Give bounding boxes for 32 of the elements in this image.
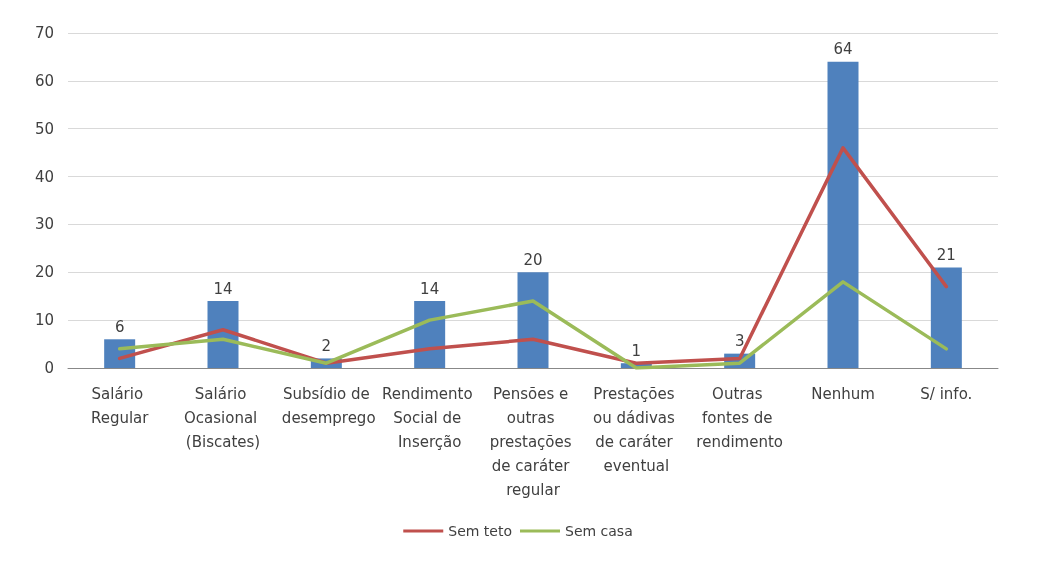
- y-tick-label: 40: [34, 167, 54, 186]
- legend-label: Sem teto: [448, 523, 513, 539]
- data-label: 3: [734, 332, 745, 351]
- y-tick-label: 20: [34, 263, 54, 282]
- data-label: 20: [523, 250, 543, 269]
- data-label: 1: [631, 341, 642, 360]
- x-tick-label: Prestações ou dádivas de caráter eventual: [593, 385, 680, 475]
- y-tick-label: 30: [34, 215, 54, 234]
- y-tick-label: 60: [34, 71, 54, 90]
- x-tick-label: Outras fontes de rendimento: [696, 385, 783, 451]
- bar: [827, 61, 859, 368]
- y-tick-label: 0: [44, 359, 54, 377]
- x-tick-label: Salário Regular: [90, 385, 150, 427]
- bar: [517, 272, 549, 368]
- data-label: 14: [213, 279, 233, 298]
- x-tick-label: Pensões e outras prestações de caráter regular: [489, 385, 577, 499]
- x-tick-label: Nenhum: [811, 385, 875, 403]
- data-label: 21: [936, 246, 956, 264]
- y-tick-label: 50: [34, 119, 54, 138]
- y-tick-label: 70: [34, 24, 54, 42]
- x-tick-label: Subsídio de desemprego: [277, 385, 376, 427]
- bar: [930, 267, 962, 368]
- x-tick-label: Rendimento Social de Inserção: [381, 385, 478, 451]
- data-label: 2: [321, 336, 332, 355]
- x-tick-label: Salário Ocasional (Biscates): [183, 385, 263, 451]
- y-tick-label: 10: [34, 311, 54, 330]
- x-tick-label: S/ info.: [920, 385, 973, 403]
- data-label: 64: [833, 40, 853, 59]
- legend-label: Sem casa: [565, 523, 633, 539]
- data-label: 6: [114, 317, 125, 336]
- line-series: [117, 280, 949, 370]
- data-label: 14: [420, 279, 440, 298]
